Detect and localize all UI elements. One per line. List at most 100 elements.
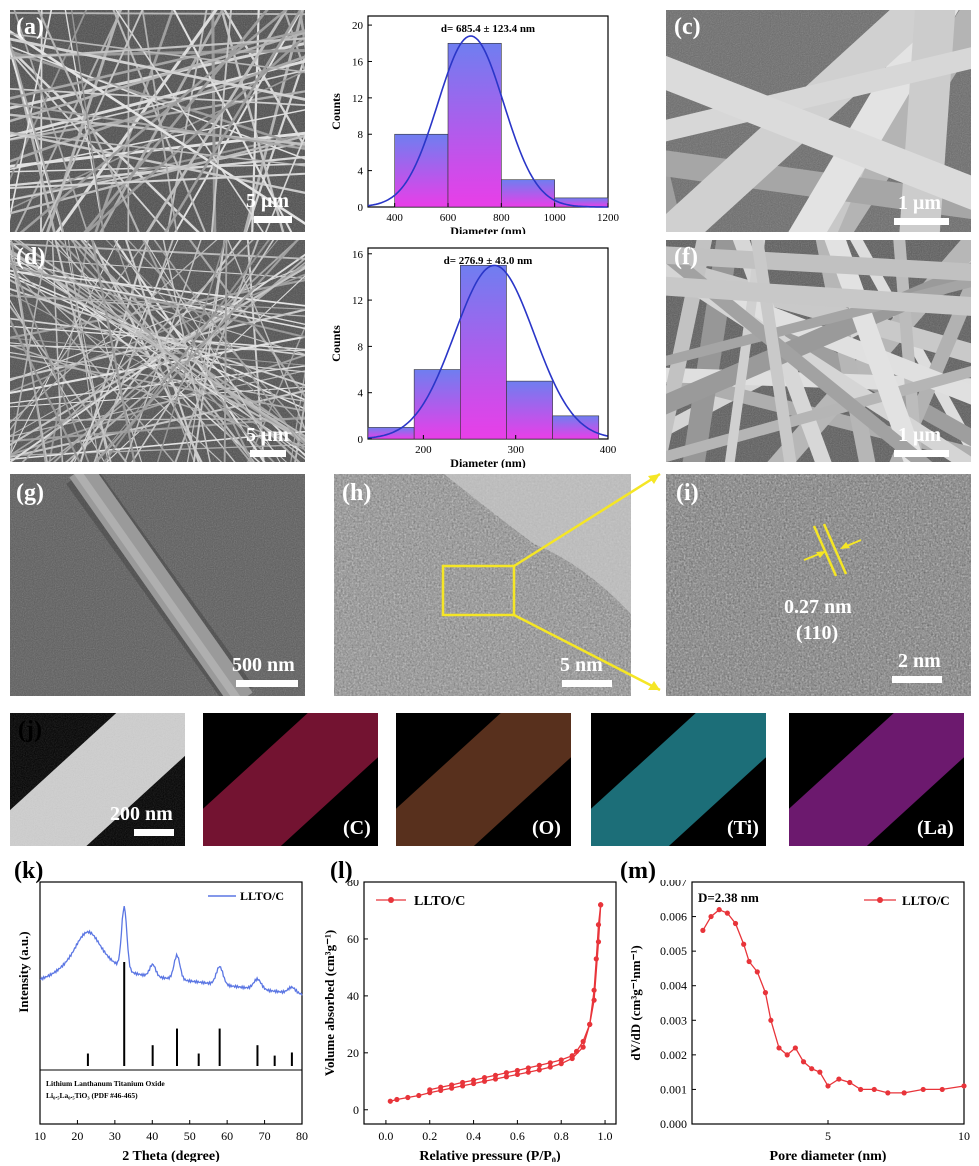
y-tick-label: 0.003 <box>660 1013 687 1027</box>
x-tick-label: 0.0 <box>378 1129 393 1143</box>
sem-panel-f: (f) 1 μm <box>666 240 971 462</box>
x-tick-label: 0.6 <box>510 1129 525 1143</box>
eds-label-la: (La) <box>917 817 954 839</box>
sem-fiber <box>40 10 43 232</box>
isotherm-point <box>536 1062 542 1068</box>
psd-point <box>817 1069 823 1075</box>
y-tick-label: 12 <box>352 295 363 307</box>
isotherm-point <box>580 1044 586 1050</box>
panel-label-j: (j) <box>18 717 42 743</box>
y-tick-label: 0.001 <box>660 1082 687 1096</box>
isotherm-point <box>514 1071 520 1078</box>
y-tick-label: 4 <box>358 166 364 178</box>
scalebar-text-f: 1 μm <box>898 424 941 446</box>
sem-fiber <box>99 10 225 232</box>
sem-fiber <box>10 254 90 462</box>
isotherm-point <box>580 1038 586 1045</box>
psd-point <box>768 1017 774 1023</box>
sem-fiber <box>144 240 281 462</box>
plot-frame <box>363 881 617 1125</box>
sem-fiber <box>10 240 148 431</box>
scalebar-text-d: 5 μm <box>246 424 289 446</box>
sem-fiber <box>10 88 305 106</box>
sem-fiber <box>37 10 140 232</box>
histogram-bar <box>413 369 461 440</box>
sem-image-c <box>666 10 971 232</box>
eds-map-la: (La) <box>789 713 964 846</box>
sem-fiber <box>223 240 228 462</box>
y-tick-label: 60 <box>347 932 359 946</box>
tem-panel-h: (h) 5 nm <box>334 474 631 696</box>
panel-label-g: (g) <box>16 480 44 506</box>
xrd-pattern <box>39 905 303 996</box>
y-tick-label: 80 <box>347 880 359 889</box>
isotherm-point <box>492 1072 499 1078</box>
sem-fiber <box>244 53 305 232</box>
sem-fiber <box>298 10 305 52</box>
x-tick-label: 1000 <box>544 212 567 224</box>
sem-fiber <box>666 276 971 367</box>
sem-fiber <box>10 292 305 451</box>
sem-panel-g: (g) 500 nm <box>10 474 305 696</box>
scalebar-c <box>894 218 949 225</box>
plot-frame <box>39 881 303 1125</box>
psd-point <box>776 1045 782 1051</box>
isotherm-point <box>587 1021 593 1027</box>
y-tick-label: 0 <box>358 434 364 446</box>
isotherm-point <box>536 1067 542 1073</box>
y-tick-label: 16 <box>352 56 364 68</box>
sem-fiber <box>10 266 305 446</box>
psd-point <box>885 1090 891 1096</box>
sem-fiber <box>666 256 971 364</box>
sem-fiber <box>10 240 47 462</box>
psd-point <box>825 1083 831 1089</box>
panel-label-l: (l) <box>330 858 353 884</box>
chart-l: LLTO/C 0.0 0.2 0.4 0.6 0.8 1.0 0 20 40 60 80 Relativ… <box>322 880 617 1162</box>
sem-fiber <box>10 172 305 189</box>
psd-point <box>871 1086 877 1093</box>
sem-fiber <box>164 10 302 232</box>
sem-fiber <box>10 30 305 226</box>
x-tick-label: 30 <box>109 1129 121 1143</box>
x-axis-label: Diameter (nm) <box>450 224 525 234</box>
sem-image-a <box>10 10 305 232</box>
sem-fiber <box>751 240 797 462</box>
y-axis-label: dV/dD (cm³g⁻¹nm⁻¹) <box>628 945 643 1060</box>
eds-label-o: (O) <box>532 817 561 839</box>
sem-fiber <box>10 32 305 73</box>
sem-image-f <box>666 240 971 462</box>
sem-fiber <box>10 240 218 424</box>
psd-point <box>920 1086 926 1093</box>
x-tick-label: 5 <box>825 1129 831 1143</box>
psd-point <box>724 910 730 916</box>
histogram-bar <box>460 265 507 440</box>
chart-b: 400 600 800 1000 1200 0 4 8 12 16 20 d= 685.4 ± 123… <box>329 15 620 234</box>
psd-point <box>858 1086 864 1093</box>
sem-fiber <box>186 240 226 462</box>
histogram-bar <box>552 415 600 440</box>
legend-label: LLTO/C <box>902 893 950 908</box>
isotherm-point <box>525 1065 531 1071</box>
gaussian-fit <box>367 264 609 439</box>
y-tick-label: 40 <box>347 989 359 1003</box>
sem-fiber <box>10 443 305 457</box>
sem-fiber <box>83 10 269 232</box>
x-axis-label: Diameter (nm) <box>450 456 525 468</box>
isotherm-point <box>514 1067 520 1074</box>
chart-k: LLTO/C Lithium Lanthanum Titanium Oxide Li… <box>16 881 308 1162</box>
scalebar-g <box>236 680 298 687</box>
isotherm-point <box>394 1096 400 1103</box>
sem-fiber <box>10 37 305 101</box>
sem-fiber <box>115 10 264 232</box>
psd-point <box>746 958 752 965</box>
scalebar-text-h: 5 nm <box>560 654 603 676</box>
eds-map-c-dots <box>203 713 378 846</box>
isotherm-point <box>558 1061 564 1067</box>
panel-label-a: (a) <box>16 14 44 40</box>
isotherm-point <box>547 1064 553 1070</box>
sem-fiber <box>70 240 252 462</box>
x-axis-label: Pore diameter (nm) <box>770 1149 887 1162</box>
isotherm-point <box>449 1082 455 1088</box>
panel-label-h: (h) <box>342 480 372 506</box>
isotherm-point <box>569 1053 575 1059</box>
